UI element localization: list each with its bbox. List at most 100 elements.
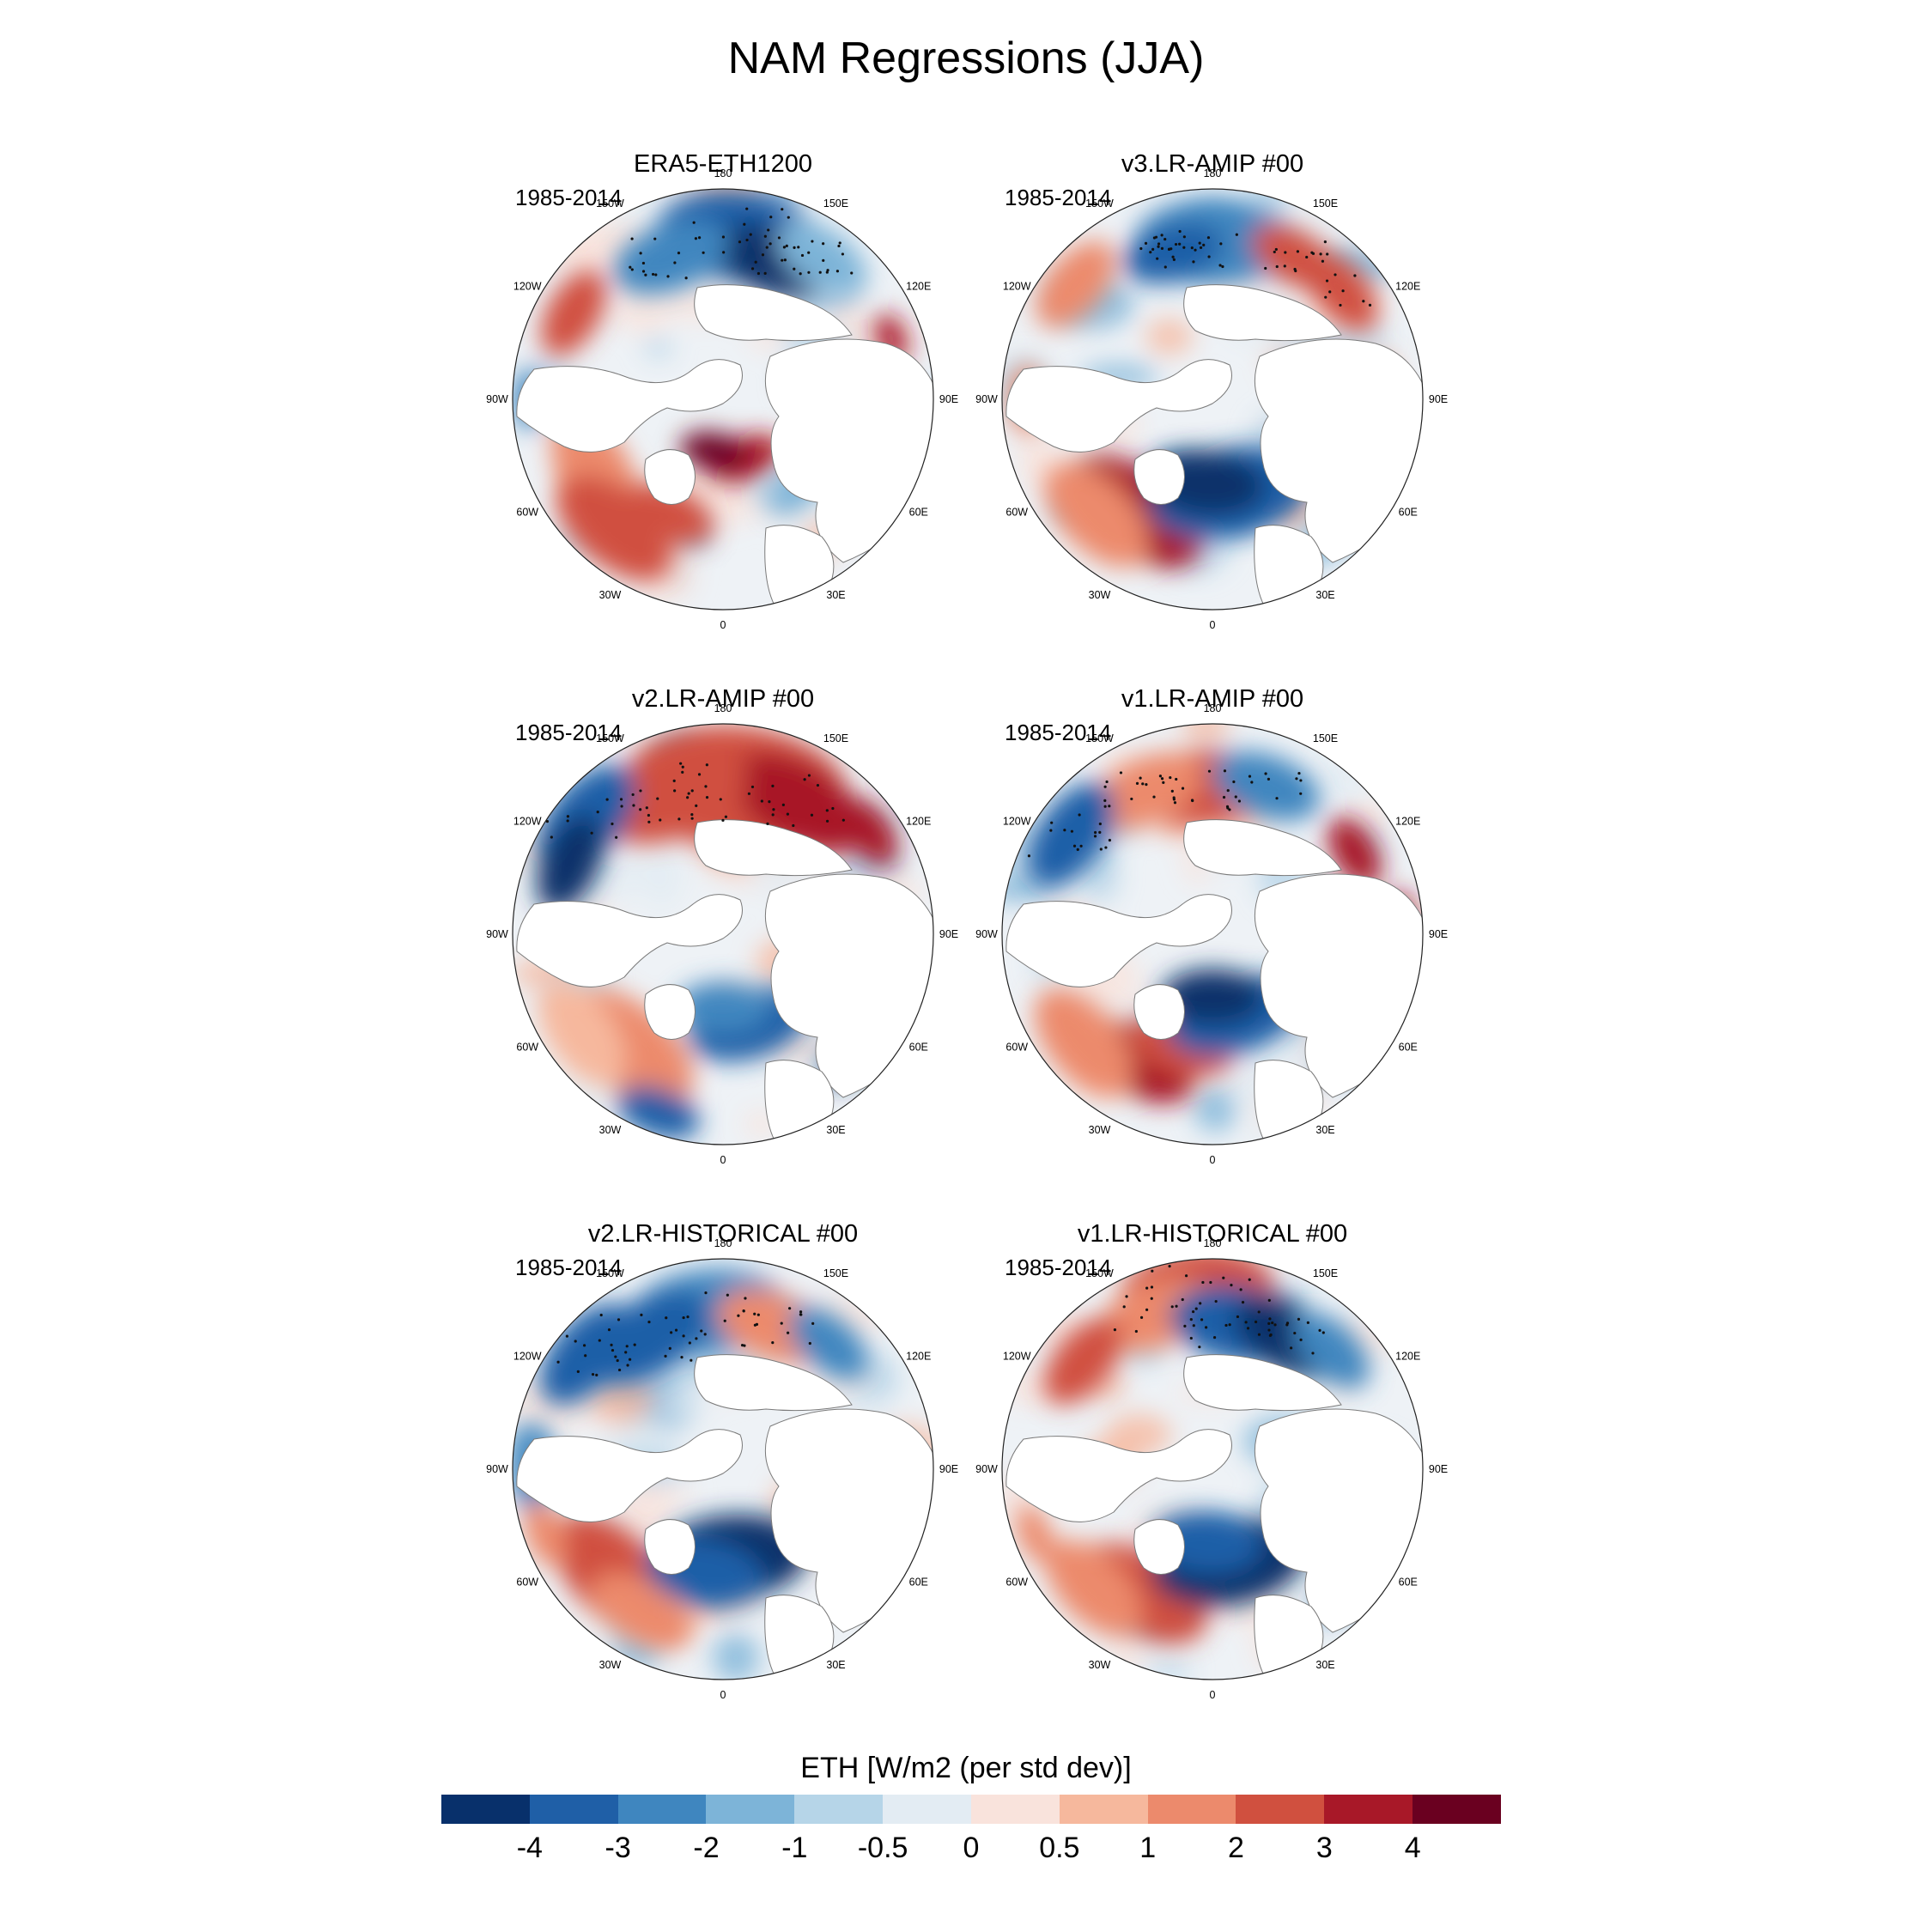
longitude-label: 60E	[1399, 1577, 1418, 1589]
longitude-label: 90W	[975, 928, 998, 940]
map-panel: 180 150E 120E 90E 60E 30E 0 30W 60W 90W 120W 150W v3…	[972, 150, 1453, 640]
colorbar-tick-label: 0	[963, 1832, 980, 1864]
longitude-label: 150W	[596, 1267, 624, 1279]
panel-period: 1985-2014	[515, 720, 623, 745]
longitude-label: 60W	[1005, 507, 1028, 519]
panel-period: 1985-2014	[1005, 720, 1112, 745]
longitude-label: 0	[720, 1154, 726, 1166]
colorbar-segment	[794, 1795, 884, 1824]
polar-map: 180 150E 120E 90E 60E 30E 0 30W 60W 90W 120W 150W	[486, 1237, 958, 1701]
figure-title: NAM Regressions (JJA)	[727, 33, 1205, 83]
colorbar-tick-label: 4	[1404, 1832, 1421, 1864]
longitude-label: 60E	[909, 1042, 928, 1054]
panel-title: v2.LR-HISTORICAL #00	[587, 1220, 859, 1248]
polar-map: 180 150E 120E 90E 60E 30E 0 30W 60W 90W 120W 150W	[975, 702, 1448, 1166]
longitude-label: 150W	[1085, 197, 1114, 210]
colorbar-tick-label: -1	[781, 1832, 808, 1864]
longitude-label: 120E	[906, 816, 931, 828]
longitude-label: 120E	[1395, 1351, 1420, 1363]
longitude-label: 90E	[1429, 393, 1448, 405]
colorbar-segment	[1147, 1795, 1236, 1824]
panel-period: 1985-2014	[515, 1255, 623, 1280]
longitude-label: 150W	[596, 732, 624, 744]
longitude-label: 60E	[909, 507, 928, 519]
longitude-label: 30E	[826, 589, 845, 601]
longitude-label: 30E	[826, 1124, 845, 1136]
colorbar-segment	[529, 1795, 618, 1824]
longitude-label: 60E	[1399, 1042, 1418, 1054]
longitude-label: 60E	[1399, 507, 1418, 519]
longitude-label: 60W	[516, 507, 538, 519]
panel-title: v1.LR-HISTORICAL #00	[1077, 1220, 1348, 1248]
longitude-label: 30W	[1089, 1659, 1111, 1671]
colorbar-tick-label: -3	[605, 1832, 631, 1864]
longitude-label: 60E	[909, 1577, 928, 1589]
colorbar-segment	[1413, 1795, 1501, 1824]
polar-map: 180 150E 120E 90E 60E 30E 0 30W 60W 90W 120W 150W	[486, 167, 958, 631]
colorbar-segment	[441, 1795, 530, 1824]
longitude-label: 150W	[1085, 1267, 1114, 1279]
longitude-label: 150E	[1313, 197, 1338, 210]
longitude-label: 30E	[1315, 589, 1334, 601]
longitude-label: 0	[720, 619, 726, 631]
longitude-label: 90W	[486, 1463, 508, 1475]
longitude-label: 30E	[826, 1659, 845, 1671]
longitude-label: 150E	[823, 197, 848, 210]
longitude-label: 60W	[516, 1042, 538, 1054]
longitude-label: 30E	[1315, 1124, 1334, 1136]
longitude-label: 120E	[906, 1351, 931, 1363]
longitude-label: 180	[714, 702, 732, 714]
panel-title: v3.LR-AMIP #00	[1121, 150, 1304, 178]
longitude-label: 30W	[599, 1659, 622, 1671]
longitude-label: 30W	[599, 1124, 622, 1136]
colorbar-segment	[617, 1795, 707, 1824]
longitude-label: 0	[1210, 1154, 1216, 1166]
longitude-label: 0	[720, 1689, 726, 1701]
colorbar-tick-label: -2	[693, 1832, 720, 1864]
colorbar-segment	[970, 1795, 1060, 1824]
longitude-label: 120W	[1003, 1351, 1031, 1363]
longitude-label: 180	[1204, 1237, 1222, 1249]
longitude-label: 120W	[513, 1351, 542, 1363]
longitude-label: 90W	[975, 393, 998, 405]
longitude-label: 60W	[516, 1577, 538, 1589]
polar-map: 180 150E 120E 90E 60E 30E 0 30W 60W 90W 120W 150W	[975, 167, 1448, 631]
colorbar-tick-label: -4	[516, 1832, 543, 1864]
longitude-label: 180	[714, 167, 732, 179]
map-panel: 180 150E 120E 90E 60E 30E 0 30W 60W 90W 120W 150W ER…	[483, 150, 963, 640]
panel-period: 1985-2014	[1005, 1255, 1112, 1280]
longitude-label: 0	[1210, 619, 1216, 631]
longitude-label: 90E	[939, 1463, 958, 1475]
longitude-label: 120W	[1003, 281, 1031, 293]
longitude-label: 150W	[596, 197, 624, 210]
longitude-label: 120E	[1395, 816, 1420, 828]
longitude-label: 180	[1204, 702, 1222, 714]
longitude-label: 150E	[823, 732, 848, 744]
polar-map: 180 150E 120E 90E 60E 30E 0 30W 60W 90W 120W 150W	[975, 1237, 1448, 1701]
longitude-label: 120W	[513, 816, 542, 828]
longitude-label: 120E	[906, 281, 931, 293]
longitude-label: 90E	[1429, 1463, 1448, 1475]
longitude-label: 30W	[1089, 1124, 1111, 1136]
longitude-label: 90E	[939, 393, 958, 405]
longitude-label: 60W	[1005, 1042, 1028, 1054]
colorbar-tick-label: -0.5	[857, 1832, 908, 1864]
longitude-label: 120E	[1395, 281, 1420, 293]
map-panel: 180 150E 120E 90E 60E 30E 0 30W 60W 90W 120W 150W v2…	[483, 685, 963, 1175]
colorbar-title: ETH [W/m2 (per std dev)]	[800, 1752, 1132, 1784]
longitude-label: 90W	[975, 1463, 998, 1475]
longitude-label: 150W	[1085, 732, 1114, 744]
colorbar-tick-label: 2	[1228, 1832, 1244, 1864]
colorbar-segment	[706, 1795, 795, 1824]
longitude-label: 180	[714, 1237, 732, 1249]
colorbar-segment	[883, 1795, 971, 1824]
longitude-label: 120W	[513, 281, 542, 293]
panel-title: v2.LR-AMIP #00	[631, 685, 815, 713]
map-panel: 180 150E 120E 90E 60E 30E 0 30W 60W 90W 120W 150W v2…	[483, 1220, 963, 1710]
panel-title: ERA5-ETH1200	[634, 150, 812, 178]
longitude-label: 150E	[1313, 732, 1338, 744]
panel-period: 1985-2014	[1005, 185, 1112, 210]
colorbar-tick-label: 3	[1315, 1832, 1333, 1864]
longitude-label: 150E	[823, 1267, 848, 1279]
longitude-label: 0	[1210, 1689, 1216, 1701]
